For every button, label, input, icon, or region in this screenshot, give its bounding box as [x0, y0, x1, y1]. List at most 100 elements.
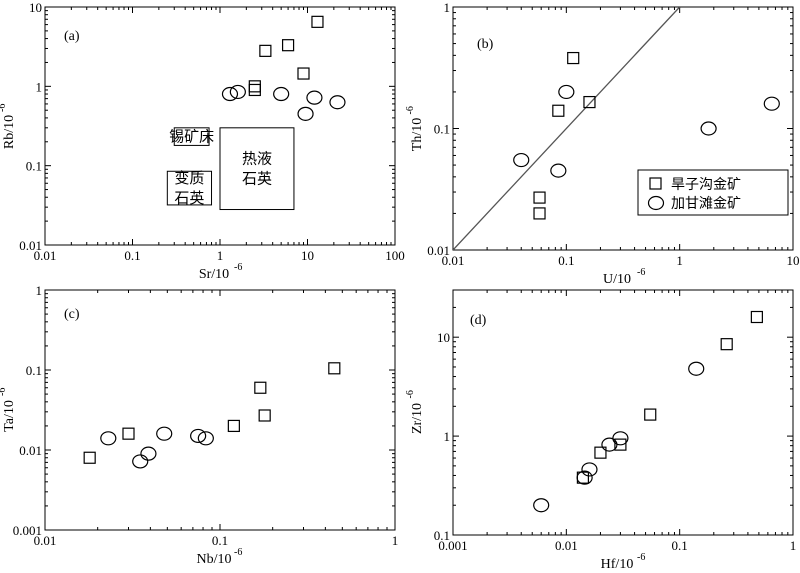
x-axis-label-exponent: -6 [234, 262, 242, 273]
y-tick-label: 1 [36, 283, 43, 298]
y-axis-label-group: Rb/10 -6 [0, 104, 17, 149]
data-point-circle [190, 428, 207, 444]
data-point-square [328, 362, 341, 375]
data-point-square [644, 408, 657, 421]
y-tick-label: 0.01 [19, 238, 42, 253]
series-squares [533, 51, 596, 220]
x-tick-label: 0.01 [442, 253, 465, 268]
x-tick-label: 0.1 [124, 248, 140, 263]
x-tick-label: 0.1 [558, 253, 574, 268]
field-label: 锡矿床 [169, 129, 214, 146]
data-point-square [533, 207, 546, 220]
y-axis-label: Zr/10 [410, 403, 425, 434]
y-axis-label-exponent: -6 [405, 390, 416, 398]
x-tick-label: 1 [217, 248, 224, 263]
series-squares [576, 310, 763, 484]
plot-frame [452, 289, 794, 536]
field-label: 石英 [174, 189, 204, 207]
data-point-square [552, 104, 565, 117]
data-point-circle [140, 446, 157, 461]
plot-frame [44, 289, 396, 531]
data-point-circle [197, 431, 214, 446]
y-axis-label-exponent: -6 [0, 388, 8, 396]
y-axis-label: Ta/10 [2, 400, 17, 432]
axis-ticks [44, 7, 396, 246]
legend-circle-marker [647, 195, 665, 211]
field-label: 热液 [242, 151, 272, 168]
field-region: 锡矿床 [169, 127, 214, 146]
data-point-circle [612, 431, 629, 446]
x-tick-label: 100 [385, 248, 405, 263]
data-point-circle [533, 498, 550, 513]
data-point-square [259, 44, 272, 57]
data-point-circle [688, 361, 705, 376]
x-tick-label: 1 [392, 533, 399, 548]
plot-frame [452, 6, 794, 251]
y-axis-label-group: Ta/10 -6 [0, 388, 17, 432]
data-point-square [248, 80, 261, 93]
x-tick-label: 0.01 [34, 248, 57, 263]
panel-a: 0.01 0.1 1 10 100 0.01 0.1 1 10 Sr/10 -6 Rb/10 -6 (a)… [0, 0, 405, 282]
legend-circle-label: 加甘滩金矿 [671, 196, 741, 212]
data-point-circle [763, 96, 780, 111]
series-circles [100, 426, 214, 469]
y-axis-label-exponent: -6 [0, 104, 8, 112]
axis-ticks [452, 7, 794, 251]
x-tick-label: 0.001 [438, 538, 467, 553]
data-point-circle [550, 163, 567, 178]
data-point-square [533, 191, 546, 204]
field-box [219, 127, 295, 211]
panel-label: (d) [470, 313, 487, 328]
x-tick-label: 1 [790, 538, 797, 553]
y-axis-label-group: Zr/10 -6 [405, 390, 425, 434]
data-point-square [258, 409, 271, 422]
data-point-square [583, 95, 596, 109]
x-tick-label: 1 [676, 253, 683, 268]
field-label: 变质 [174, 170, 204, 187]
data-point-square [720, 338, 733, 351]
series-circles [533, 361, 705, 513]
x-tick-label: 0.01 [34, 533, 57, 548]
y-tick-label: 0.1 [26, 159, 42, 174]
reference-line [453, 7, 681, 250]
x-tick-label: 0.1 [212, 533, 228, 548]
data-point-circle [700, 121, 717, 136]
data-point-circle [306, 90, 323, 105]
panel-b: 0.01 0.1 1 10 0.01 0.1 1 U/10 -6 Th/10 -6 (b) 旱子沟金矿加… [405, 0, 800, 287]
field-label: 石英 [242, 170, 272, 188]
y-tick-label: 10 [29, 0, 42, 15]
data-point-square [248, 83, 261, 97]
panel-label: (b) [477, 37, 494, 52]
data-point-square [227, 419, 240, 433]
x-axis-label: Hf/10 [601, 557, 634, 572]
panel-label: (a) [64, 29, 80, 44]
y-tick-label: 0.01 [427, 243, 450, 258]
x-tick-label: 0.1 [672, 538, 688, 553]
y-tick-label: 0.1 [434, 528, 450, 543]
data-point-circle [273, 86, 290, 102]
x-tick-label: 10 [787, 253, 800, 268]
y-axis-label-group: Th/10 -6 [405, 106, 425, 151]
data-point-circle [329, 95, 346, 110]
legend-square-marker [649, 177, 662, 190]
series-squares [83, 362, 341, 464]
x-axis-label-exponent: -6 [234, 547, 242, 558]
data-point-square [281, 39, 295, 52]
data-point-square [297, 67, 310, 80]
data-point-circle [513, 152, 530, 168]
legend-box [637, 169, 789, 216]
panel-label: (c) [64, 307, 80, 322]
data-point-circle [229, 84, 246, 100]
y-tick-label: 10 [437, 330, 450, 345]
y-tick-label: 0.1 [26, 363, 42, 378]
x-axis-label: Nb/10 [197, 552, 232, 567]
data-point-square [122, 427, 135, 440]
y-axis-label: Th/10 [410, 118, 425, 151]
data-point-circle [221, 86, 239, 102]
data-point-square [567, 51, 580, 65]
data-point-square [311, 15, 324, 28]
x-tick-label: 10 [301, 248, 314, 263]
